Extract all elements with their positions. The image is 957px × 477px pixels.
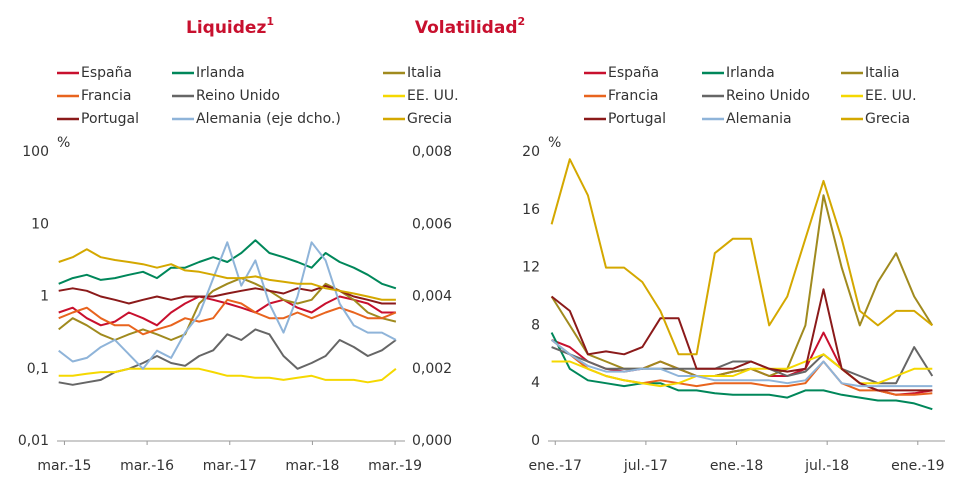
x-tick-label: ene.-18 — [710, 458, 763, 474]
y2-tick-label: 0,004 — [412, 289, 452, 305]
legend-label: EE. UU. — [865, 88, 917, 104]
legend-label: Irlanda — [196, 65, 245, 81]
y-tick-label: 0 — [531, 433, 540, 449]
y-tick-label: 4 — [531, 375, 540, 391]
series-line — [58, 295, 396, 327]
series-line — [58, 298, 397, 336]
title-note: 1 — [266, 15, 274, 28]
series-line — [550, 158, 933, 356]
legend-label: Italia — [865, 65, 900, 81]
y-tick-label: 1 — [40, 289, 49, 305]
y-tick-label: 100 — [22, 144, 49, 160]
legend-label: España — [608, 65, 659, 81]
x-tick-label: mar.-15 — [37, 458, 91, 474]
series-line — [550, 288, 933, 392]
x-tick-label: mar.-18 — [285, 458, 339, 474]
y-tick-label: 20 — [522, 144, 540, 160]
legend-label: Alemania (eje dcho.) — [196, 111, 341, 127]
series-line — [58, 239, 397, 290]
series-line — [551, 353, 933, 388]
chart-title: Volatilidad2 — [415, 15, 525, 38]
legend-label: Reino Unido — [726, 88, 810, 104]
x-tick-label: ene.-17 — [529, 458, 582, 474]
legend-label: Francia — [81, 88, 131, 104]
legend-label: EE. UU. — [407, 88, 459, 104]
y2-tick-label: 0,002 — [412, 361, 452, 377]
y2-tick-label: 0,008 — [412, 144, 452, 160]
y-tick-label: 8 — [531, 317, 540, 333]
legend-label: Grecia — [865, 111, 910, 127]
y-tick-label: 10 — [31, 216, 49, 232]
x-tick-label: ene.-19 — [891, 458, 944, 474]
y2-tick-label: 0,006 — [412, 216, 452, 232]
title-text: Volatilidad — [415, 18, 518, 38]
y-tick-label: 0,01 — [18, 433, 49, 449]
y-axis-label: % — [57, 135, 70, 151]
series-line — [551, 346, 934, 385]
legend-label: España — [81, 65, 132, 81]
legend-label: Grecia — [407, 111, 452, 127]
chart-title: Liquidez1 — [186, 15, 274, 38]
series-line — [58, 367, 397, 384]
x-tick-label: mar.-16 — [120, 458, 174, 474]
series-line — [58, 248, 396, 301]
legend-label: Reino Unido — [196, 88, 280, 104]
legend-label: Alemania — [726, 111, 792, 127]
legend-label: Portugal — [81, 111, 139, 127]
y-tick-label: 0,1 — [27, 361, 49, 377]
title-text: Liquidez — [186, 18, 266, 38]
y2-tick-label: 0,000 — [412, 433, 452, 449]
x-tick-label: mar.-17 — [203, 458, 257, 474]
series-line — [550, 194, 934, 377]
legend-label: Francia — [608, 88, 658, 104]
legend-label: Italia — [407, 65, 442, 81]
title-note: 2 — [517, 15, 525, 28]
y-axis-label: % — [548, 135, 561, 151]
y-tick-label: 16 — [522, 202, 540, 218]
legend-label: Portugal — [608, 111, 666, 127]
y-tick-label: 12 — [522, 260, 540, 276]
series-line — [550, 332, 933, 411]
series-line — [550, 339, 933, 388]
x-tick-label: mar.-19 — [368, 458, 422, 474]
legend-label: Irlanda — [726, 65, 775, 81]
x-tick-label: jul.-17 — [623, 458, 668, 474]
x-tick-label: jul.-18 — [804, 458, 849, 474]
series-line — [58, 241, 397, 370]
